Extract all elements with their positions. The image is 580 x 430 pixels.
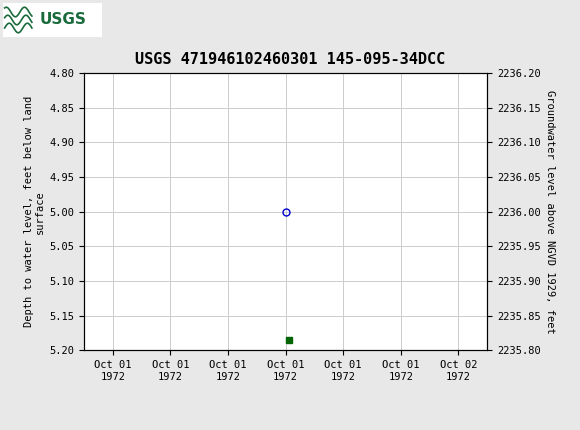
Text: USGS: USGS bbox=[39, 12, 86, 28]
Y-axis label: Groundwater level above NGVD 1929, feet: Groundwater level above NGVD 1929, feet bbox=[545, 90, 555, 334]
Y-axis label: Depth to water level, feet below land
surface: Depth to water level, feet below land su… bbox=[24, 96, 45, 327]
Bar bbox=[3, 3, 102, 37]
Text: USGS 471946102460301 145-095-34DCC: USGS 471946102460301 145-095-34DCC bbox=[135, 52, 445, 67]
